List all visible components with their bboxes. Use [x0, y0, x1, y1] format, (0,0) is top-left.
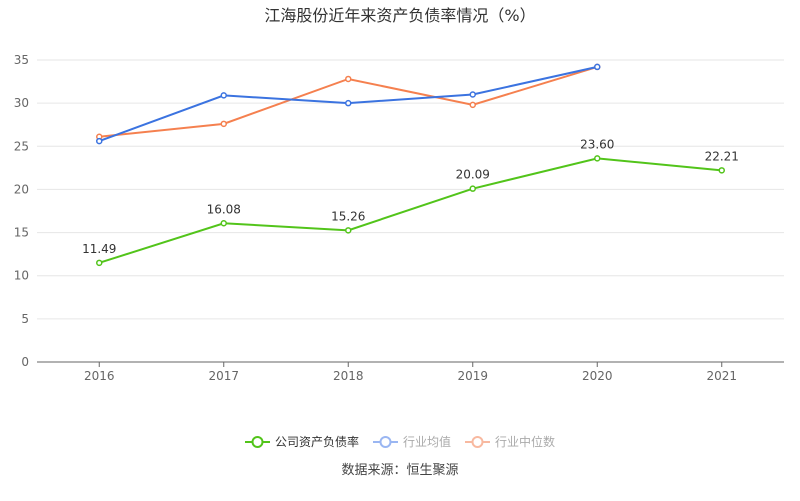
x-tick-label: 2019: [457, 369, 488, 383]
data-label: 15.26: [331, 209, 365, 223]
legend-item[interactable]: 行业均值: [372, 433, 451, 450]
y-tick-label: 25: [14, 139, 29, 153]
source-note: 数据来源：恒生聚源: [341, 463, 459, 478]
y-tick-label: 0: [21, 355, 29, 369]
data-point: [594, 63, 601, 71]
series-line: [98, 157, 722, 264]
data-point: [345, 75, 352, 83]
data-point: [594, 155, 601, 162]
y-tick-label: 35: [14, 53, 29, 67]
data-point: [718, 167, 725, 174]
legend-line-circle-icon: [244, 435, 270, 448]
legend-item[interactable]: 行业中位数: [465, 433, 555, 450]
data-label: 11.49: [82, 242, 116, 256]
data-point: [96, 137, 103, 145]
data-label: 23.60: [580, 137, 614, 151]
data-point: [220, 220, 227, 227]
y-tick-label: 20: [14, 182, 29, 196]
x-tick-label: 2020: [582, 369, 613, 383]
legend: 公司资产负债率 行业均值 行业中位数: [0, 433, 800, 450]
y-tick-label: 15: [14, 226, 29, 240]
data-point: [345, 99, 352, 107]
data-point: [220, 92, 227, 99]
data-label: 16.08: [207, 202, 241, 216]
y-tick-label: 10: [14, 269, 29, 283]
legend-item[interactable]: 公司资产负债率: [244, 433, 359, 450]
x-tick-label: 2016: [84, 369, 115, 383]
data-label: 20.09: [456, 168, 490, 182]
data-point: [345, 227, 352, 234]
data-label: 22.21: [705, 149, 739, 163]
y-tick-label: 5: [21, 312, 29, 326]
x-tick-label: 2021: [706, 369, 737, 383]
legend-label: 行业均值: [402, 435, 451, 449]
legend-label: 行业中位数: [495, 435, 556, 449]
legend-line-circle-icon: [372, 435, 398, 448]
legend-line-circle-icon: [465, 435, 490, 448]
chart-title: 江海股份近年来资产负债率情况（%）: [264, 6, 536, 25]
legend-label: 公司资产负债率: [274, 435, 359, 449]
data-point: [220, 120, 227, 128]
data-point: [96, 259, 103, 267]
x-tick-label: 2018: [333, 369, 364, 383]
data-point: [469, 101, 476, 109]
x-tick-label: 2017: [208, 369, 239, 383]
data-point: [469, 91, 476, 98]
y-tick-label: 30: [14, 96, 29, 110]
data-point: [469, 185, 476, 192]
